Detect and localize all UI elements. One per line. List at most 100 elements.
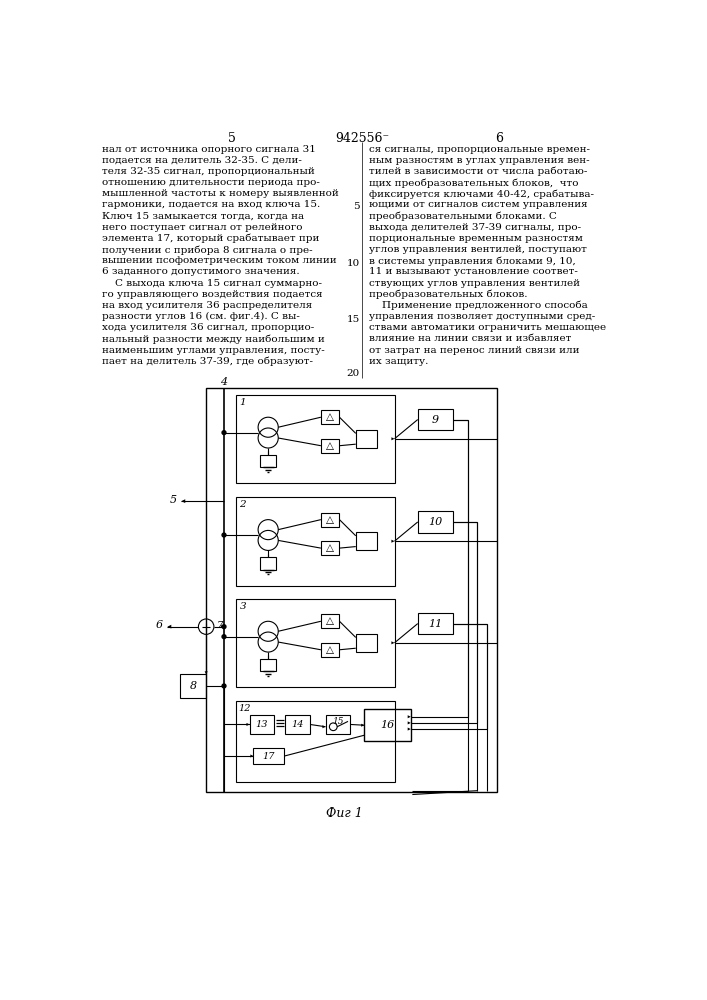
- Circle shape: [222, 684, 226, 688]
- Text: 17: 17: [263, 752, 275, 761]
- Text: нальный разности между наибольшим и: нальный разности между наибольшим и: [103, 334, 325, 344]
- Text: 1: 1: [240, 398, 246, 407]
- Bar: [253, 748, 284, 764]
- Polygon shape: [392, 437, 395, 440]
- Bar: [418, 613, 453, 634]
- Text: 8: 8: [189, 681, 197, 691]
- Text: 5: 5: [353, 202, 360, 211]
- Text: 20: 20: [346, 369, 360, 378]
- Text: их защиту.: их защиту.: [369, 357, 428, 366]
- Text: ющими от сигналов систем управления: ющими от сигналов систем управления: [369, 200, 588, 209]
- Text: от затрат на перенос линий связи или: от затрат на перенос линий связи или: [369, 346, 580, 355]
- Text: 9: 9: [432, 415, 439, 425]
- Text: 15: 15: [346, 315, 360, 324]
- Text: △: △: [326, 412, 334, 422]
- Bar: [321, 614, 339, 628]
- Text: 3: 3: [240, 602, 246, 611]
- Bar: [356, 430, 378, 448]
- Polygon shape: [408, 728, 411, 731]
- Bar: [321, 513, 339, 527]
- Text: гармоники, подается на вход ключа 15.: гармоники, подается на вход ключа 15.: [103, 200, 320, 209]
- Bar: [260, 557, 276, 570]
- Bar: [206, 388, 497, 792]
- Text: разности углов 16 (см. фиг.4). С вы-: разности углов 16 (см. фиг.4). С вы-: [103, 312, 300, 321]
- Text: наименьшим углами управления, посту-: наименьшим углами управления, посту-: [103, 346, 325, 355]
- Text: отношению длительности периода про-: отношению длительности периода про-: [103, 178, 320, 187]
- Text: 942556⁻: 942556⁻: [335, 132, 389, 145]
- Text: 15: 15: [332, 717, 344, 726]
- Polygon shape: [392, 641, 395, 644]
- Bar: [235, 497, 395, 586]
- Text: пает на делитель 37-39, где образуют-: пает на делитель 37-39, где образуют-: [103, 357, 313, 366]
- Text: 14: 14: [291, 720, 304, 729]
- Text: мышленной частоты к номеру выявленной: мышленной частоты к номеру выявленной: [103, 189, 339, 198]
- Text: 7: 7: [216, 621, 223, 630]
- Text: Фиг 1: Фиг 1: [326, 807, 363, 820]
- Text: 4: 4: [221, 377, 228, 387]
- Polygon shape: [322, 725, 325, 728]
- Text: щих преобразовательных блоков,  что: щих преобразовательных блоков, что: [369, 178, 578, 188]
- Bar: [260, 659, 276, 671]
- Bar: [260, 455, 276, 467]
- Bar: [235, 701, 395, 782]
- Text: подается на делитель 32-35. С дели-: подается на делитель 32-35. С дели-: [103, 156, 302, 165]
- Text: △: △: [326, 645, 334, 655]
- Text: го управляющего воздействия подается: го управляющего воздействия подается: [103, 290, 323, 299]
- Text: 10: 10: [346, 259, 360, 268]
- Text: элемента 17, который срабатывает при: элемента 17, который срабатывает при: [103, 234, 320, 243]
- Text: 6: 6: [156, 620, 163, 631]
- Polygon shape: [221, 625, 224, 628]
- Text: преобразовательными блоками. С: преобразовательными блоками. С: [369, 212, 557, 221]
- Text: тилей в зависимости от числа работаю-: тилей в зависимости от числа работаю-: [369, 167, 588, 176]
- Bar: [285, 715, 310, 734]
- Polygon shape: [250, 754, 253, 758]
- Circle shape: [222, 431, 226, 435]
- Bar: [235, 395, 395, 483]
- Text: 12: 12: [238, 704, 250, 713]
- Text: него поступает сигнал от релейного: него поступает сигнал от релейного: [103, 223, 303, 232]
- Text: ным разностям в углах управления вен-: ным разностям в углах управления вен-: [369, 156, 590, 165]
- Text: получении с прибора 8 сигнала о пре-: получении с прибора 8 сигнала о пре-: [103, 245, 313, 255]
- Text: углов управления вентилей, поступают: углов управления вентилей, поступают: [369, 245, 587, 254]
- Polygon shape: [392, 540, 395, 543]
- Text: 11 и вызывают установление соответ-: 11 и вызывают установление соответ-: [369, 267, 578, 276]
- Text: порциональные временным разностям: порциональные временным разностям: [369, 234, 583, 243]
- Bar: [250, 715, 274, 734]
- Text: влияние на линии связи и избавляет: влияние на линии связи и избавляет: [369, 334, 571, 343]
- Bar: [321, 541, 339, 555]
- Text: △: △: [326, 441, 334, 451]
- Text: 16: 16: [380, 720, 395, 730]
- Text: ствами автоматики ограничить мешающее: ствами автоматики ограничить мешающее: [369, 323, 606, 332]
- Text: управления позволяет доступными сред-: управления позволяет доступными сред-: [369, 312, 595, 321]
- Polygon shape: [168, 625, 171, 629]
- Bar: [418, 409, 453, 430]
- Bar: [235, 599, 395, 687]
- Text: △: △: [326, 515, 334, 525]
- Bar: [321, 410, 339, 424]
- Circle shape: [222, 625, 226, 629]
- Text: на вход усилителя 36 распределителя: на вход усилителя 36 распределителя: [103, 301, 312, 310]
- Text: преобразовательных блоков.: преобразовательных блоков.: [369, 290, 527, 299]
- Polygon shape: [361, 724, 364, 727]
- Bar: [356, 532, 378, 550]
- Text: △: △: [326, 616, 334, 626]
- Text: 5: 5: [228, 132, 235, 145]
- Text: △: △: [326, 543, 334, 553]
- Text: Применение предложенного способа: Применение предложенного способа: [369, 301, 588, 310]
- Text: нал от источника опорного сигнала 31: нал от источника опорного сигнала 31: [103, 145, 316, 154]
- Bar: [321, 643, 339, 657]
- Text: 2: 2: [240, 500, 246, 509]
- Bar: [180, 674, 206, 698]
- Text: 13: 13: [256, 720, 268, 729]
- Text: фиксируется ключами 40-42, срабатыва-: фиксируется ключами 40-42, срабатыва-: [369, 189, 594, 199]
- Polygon shape: [204, 671, 208, 674]
- Text: теля 32-35 сигнал, пропорциональный: теля 32-35 сигнал, пропорциональный: [103, 167, 315, 176]
- Text: С выхода ключа 15 сигнал суммарно-: С выхода ключа 15 сигнал суммарно-: [103, 279, 322, 288]
- Polygon shape: [408, 715, 411, 718]
- Text: 5: 5: [170, 495, 177, 505]
- Bar: [364, 709, 411, 741]
- Polygon shape: [182, 499, 185, 503]
- Bar: [418, 511, 453, 533]
- Bar: [325, 715, 351, 734]
- Text: выхода делителей 37-39 сигналы, про-: выхода делителей 37-39 сигналы, про-: [369, 223, 581, 232]
